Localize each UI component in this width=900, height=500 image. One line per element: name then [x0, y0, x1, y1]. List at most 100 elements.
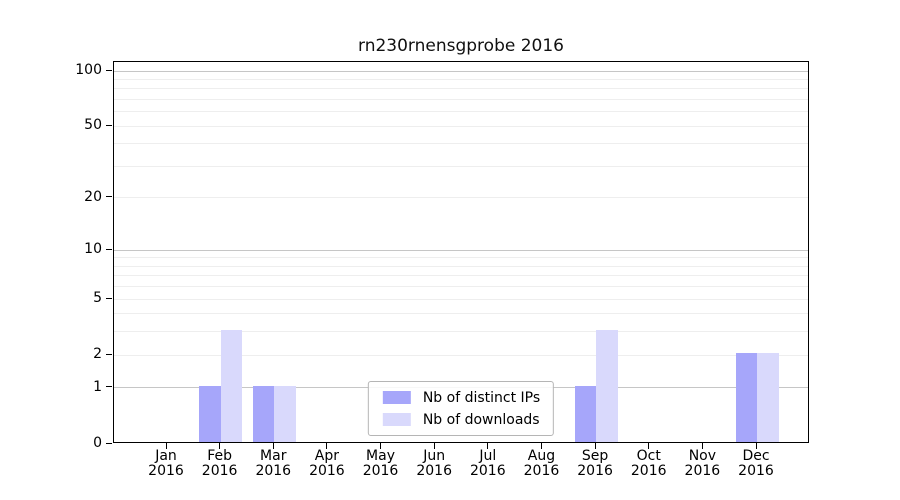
month-label: Apr — [314, 448, 340, 464]
year-label: 2016 — [362, 463, 399, 479]
y-tick-label-2: 2 — [93, 346, 102, 363]
year-label: 2016 — [201, 463, 238, 479]
x-tick-mark-sep — [594, 443, 596, 449]
legend: Nb of distinct IPs Nb of downloads — [367, 381, 555, 436]
x-tick-label-feb: Feb 2016 — [192, 449, 248, 479]
month-label: Sep — [581, 448, 609, 464]
bar-sep-distinct-ips — [574, 386, 597, 442]
gridline-40 — [114, 143, 808, 145]
month-label: Mar — [260, 448, 287, 464]
gridline-20 — [114, 197, 808, 199]
legend-label-distinct-ips: Nb of distinct IPs — [422, 389, 541, 406]
year-label: 2016 — [416, 463, 452, 479]
x-tick-label-dec: Dec 2016 — [728, 449, 784, 479]
month-label: Aug — [527, 448, 556, 464]
month-label: Jun — [423, 448, 446, 464]
y-tick-label-1: 1 — [93, 378, 102, 395]
y-tick-mark-1 — [106, 386, 112, 388]
y-tick-label-20: 20 — [84, 188, 102, 205]
x-tick-mark-dec — [755, 443, 757, 449]
x-tick-label-sep: Sep 2016 — [567, 449, 623, 479]
gridline-90 — [114, 78, 808, 80]
year-label: 2016 — [255, 463, 292, 479]
x-tick-mark-oct — [648, 443, 650, 449]
y-tick-mark-20 — [106, 196, 112, 198]
year-label: 2016 — [309, 463, 345, 479]
bar-mar-distinct-ips — [252, 386, 275, 442]
gridline-7 — [114, 275, 808, 277]
gridline-3 — [114, 331, 808, 333]
legend-item-downloads: Nb of downloads — [378, 410, 544, 429]
gridline-60 — [114, 111, 808, 113]
y-tick-mark-10 — [106, 248, 112, 250]
x-tick-mark-aug — [540, 443, 542, 449]
y-tick-label-100: 100 — [75, 62, 102, 79]
legend-item-distinct-ips: Nb of distinct IPs — [378, 388, 544, 407]
year-label: 2016 — [738, 463, 774, 479]
month-label: Feb — [207, 448, 233, 464]
year-label: 2016 — [469, 463, 506, 479]
bar-feb-distinct-ips — [199, 386, 221, 442]
gridline-50 — [114, 125, 808, 127]
y-tick-label-10: 10 — [84, 241, 102, 258]
gridline-10 — [114, 249, 808, 251]
gridline-80 — [114, 88, 808, 90]
gridline-100 — [114, 70, 808, 72]
x-tick-label-jun: Jun 2016 — [406, 449, 462, 479]
x-tick-mark-feb — [219, 443, 221, 449]
y-tick-mark-100 — [106, 69, 112, 71]
gridline-9 — [114, 257, 808, 259]
month-label: Jul — [479, 448, 497, 464]
bar-dec-downloads — [757, 353, 779, 442]
x-tick-mark-apr — [326, 443, 328, 449]
gridline-8 — [114, 265, 808, 267]
gridline-70 — [114, 99, 808, 101]
bar-feb-downloads — [220, 329, 243, 442]
x-tick-label-oct: Oct 2016 — [621, 449, 677, 479]
year-label: 2016 — [630, 463, 667, 479]
x-tick-label-nov: Nov 2016 — [674, 449, 730, 479]
y-tick-mark-2 — [106, 353, 112, 355]
y-tick-label-50: 50 — [84, 117, 102, 134]
month-label: Jan — [155, 448, 177, 464]
x-tick-mark-jan — [165, 443, 167, 449]
gridline-6 — [114, 286, 808, 288]
x-tick-mark-mar — [272, 443, 274, 449]
bar-mar-downloads — [274, 386, 296, 442]
x-tick-mark-jul — [487, 443, 489, 449]
x-tick-label-mar: Mar 2016 — [245, 449, 301, 479]
x-tick-label-jul: Jul 2016 — [460, 449, 516, 479]
x-tick-label-apr: Apr 2016 — [299, 449, 355, 479]
gridline-5 — [114, 298, 808, 300]
y-tick-label-0: 0 — [93, 435, 102, 451]
year-label: 2016 — [148, 463, 184, 479]
y-tick-mark-50 — [106, 124, 112, 126]
y-tick-mark-0 — [106, 442, 112, 444]
month-label: Nov — [688, 448, 717, 464]
month-label: Dec — [742, 448, 770, 464]
gridline-2 — [114, 354, 808, 356]
gridline-30 — [114, 166, 808, 167]
y-tick-label-5: 5 — [93, 290, 102, 307]
bar-dec-distinct-ips — [735, 353, 757, 442]
month-label: May — [366, 448, 395, 464]
legend-label-downloads: Nb of downloads — [422, 411, 540, 428]
x-tick-mark-nov — [701, 443, 703, 449]
legend-swatch-distinct-ips — [382, 391, 411, 404]
plot-area: Nb of distinct IPs Nb of downloads — [113, 61, 809, 443]
y-tick-mark-5 — [106, 297, 112, 299]
month-label: Oct — [636, 448, 661, 464]
bar-sep-downloads — [596, 329, 618, 442]
x-tick-label-may: May 2016 — [353, 449, 409, 479]
year-label: 2016 — [523, 463, 560, 479]
year-label: 2016 — [577, 463, 613, 479]
gridline-4 — [114, 313, 808, 315]
x-tick-label-aug: Aug 2016 — [513, 449, 569, 479]
legend-swatch-downloads — [382, 413, 411, 426]
x-tick-mark-may — [380, 443, 382, 449]
x-tick-mark-jun — [433, 443, 435, 449]
year-label: 2016 — [684, 463, 721, 479]
x-tick-label-jan: Jan 2016 — [138, 449, 194, 479]
chart-title: rn230rnensgprobe 2016 — [358, 36, 564, 56]
